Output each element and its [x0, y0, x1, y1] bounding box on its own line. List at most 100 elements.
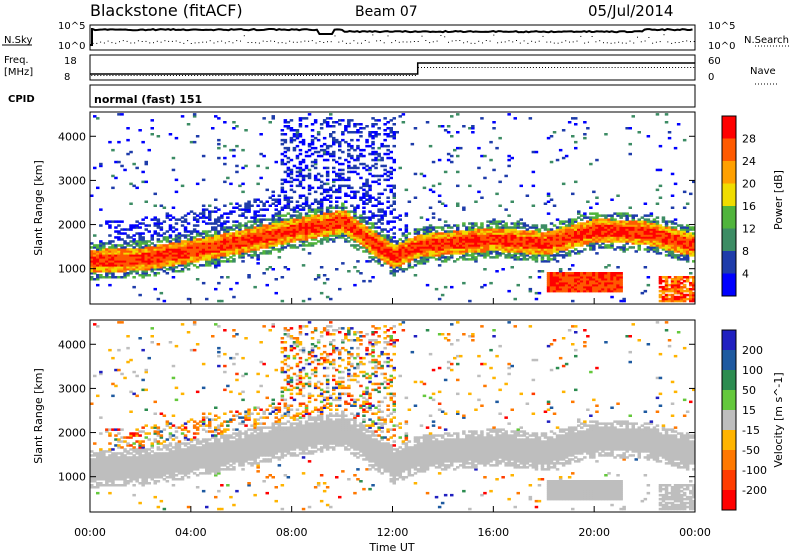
power-cell — [462, 230, 466, 233]
nave-dot — [379, 75, 380, 76]
power-cell — [374, 199, 378, 202]
nave-dot — [681, 67, 682, 68]
power-cell — [480, 117, 484, 120]
power-cell — [145, 161, 149, 164]
power-cell — [223, 260, 227, 263]
nave-dot — [584, 67, 585, 68]
power-cell — [326, 145, 330, 148]
power-cell — [668, 220, 672, 223]
power-cell — [178, 218, 182, 221]
power-cell — [356, 260, 360, 263]
nave-dot — [170, 75, 171, 76]
power-cell — [196, 214, 200, 217]
power-cell — [169, 224, 173, 227]
power-cell — [302, 175, 306, 178]
power-cell — [393, 131, 397, 134]
power-cell — [141, 218, 145, 221]
power-cell — [632, 214, 636, 217]
power-cell — [356, 248, 360, 251]
power-cell — [299, 167, 303, 170]
power-cell — [489, 141, 493, 144]
power-heatmap-cells — [90, 113, 696, 302]
nave-dot — [678, 67, 679, 68]
nsearch-dot — [535, 42, 536, 43]
power-cell — [659, 294, 663, 297]
power-cell — [314, 242, 318, 245]
nave-dot — [167, 75, 168, 76]
nsearch-label: N.Search — [744, 35, 789, 46]
power-cell — [284, 266, 288, 269]
power-cell — [604, 244, 608, 247]
power-cell — [517, 284, 521, 287]
power-cell — [629, 207, 633, 210]
power-cell — [202, 155, 206, 158]
power-cell — [323, 167, 327, 170]
power-cell — [284, 125, 288, 128]
nave-dot — [324, 75, 325, 76]
power-cell — [341, 139, 345, 142]
power-cell — [266, 268, 270, 271]
power-cell — [344, 207, 348, 210]
nave-dot — [457, 67, 458, 68]
power-cell — [386, 171, 390, 174]
power-cell — [259, 153, 263, 156]
nave-dot — [409, 75, 410, 76]
nave-dot — [255, 75, 256, 76]
nave-dot — [642, 67, 643, 68]
power-cell — [217, 147, 221, 150]
power-cell — [380, 234, 384, 237]
nave-dot — [569, 67, 570, 68]
power-cell — [565, 220, 569, 223]
power-cell — [344, 185, 348, 188]
nsearch-dot — [569, 42, 570, 43]
power-cell — [296, 185, 300, 188]
power-cell — [223, 163, 227, 166]
power-cell — [368, 195, 372, 198]
power-cell — [308, 149, 312, 152]
nsearch-dot — [573, 41, 574, 42]
power-cell — [377, 226, 381, 229]
power-cell — [241, 191, 245, 194]
power-cell — [644, 290, 648, 293]
power-cell — [157, 238, 161, 241]
power-cell — [284, 191, 288, 194]
power-cell — [202, 264, 206, 267]
power-cell — [386, 153, 390, 156]
power-cell — [583, 248, 587, 251]
nave-dot — [627, 67, 628, 68]
power-cell — [383, 139, 387, 142]
power-cell — [117, 230, 121, 233]
nsearch-dot — [452, 41, 453, 42]
power-cell — [402, 232, 406, 235]
power-cell — [356, 191, 360, 194]
power-cell — [641, 216, 645, 219]
power-cell — [250, 254, 254, 257]
power-cell — [314, 191, 318, 194]
power-cell — [108, 141, 112, 144]
nave-dot — [530, 67, 531, 68]
power-cell — [302, 207, 306, 210]
power-cell — [619, 300, 623, 303]
power-cell — [114, 230, 118, 233]
power-cell — [390, 189, 394, 192]
power-cell — [326, 189, 330, 192]
power-cell — [574, 147, 578, 150]
nave-label: Nave — [750, 66, 776, 77]
power-cell — [284, 133, 288, 136]
power-cell — [511, 226, 515, 229]
power-cell — [284, 139, 288, 142]
power-cell — [613, 212, 617, 215]
power-cell — [483, 177, 487, 180]
power-cell — [447, 224, 451, 227]
power-cell — [668, 298, 672, 301]
power-cell — [287, 157, 291, 160]
nsearch-dot — [679, 42, 680, 43]
power-cell — [402, 268, 406, 271]
nsearch-dot — [263, 41, 264, 42]
power-cell — [399, 228, 403, 231]
power-cell — [665, 276, 669, 279]
nave-dot — [100, 75, 101, 76]
power-cell — [356, 244, 360, 247]
power-cell — [635, 250, 639, 253]
power-cell — [335, 121, 339, 124]
